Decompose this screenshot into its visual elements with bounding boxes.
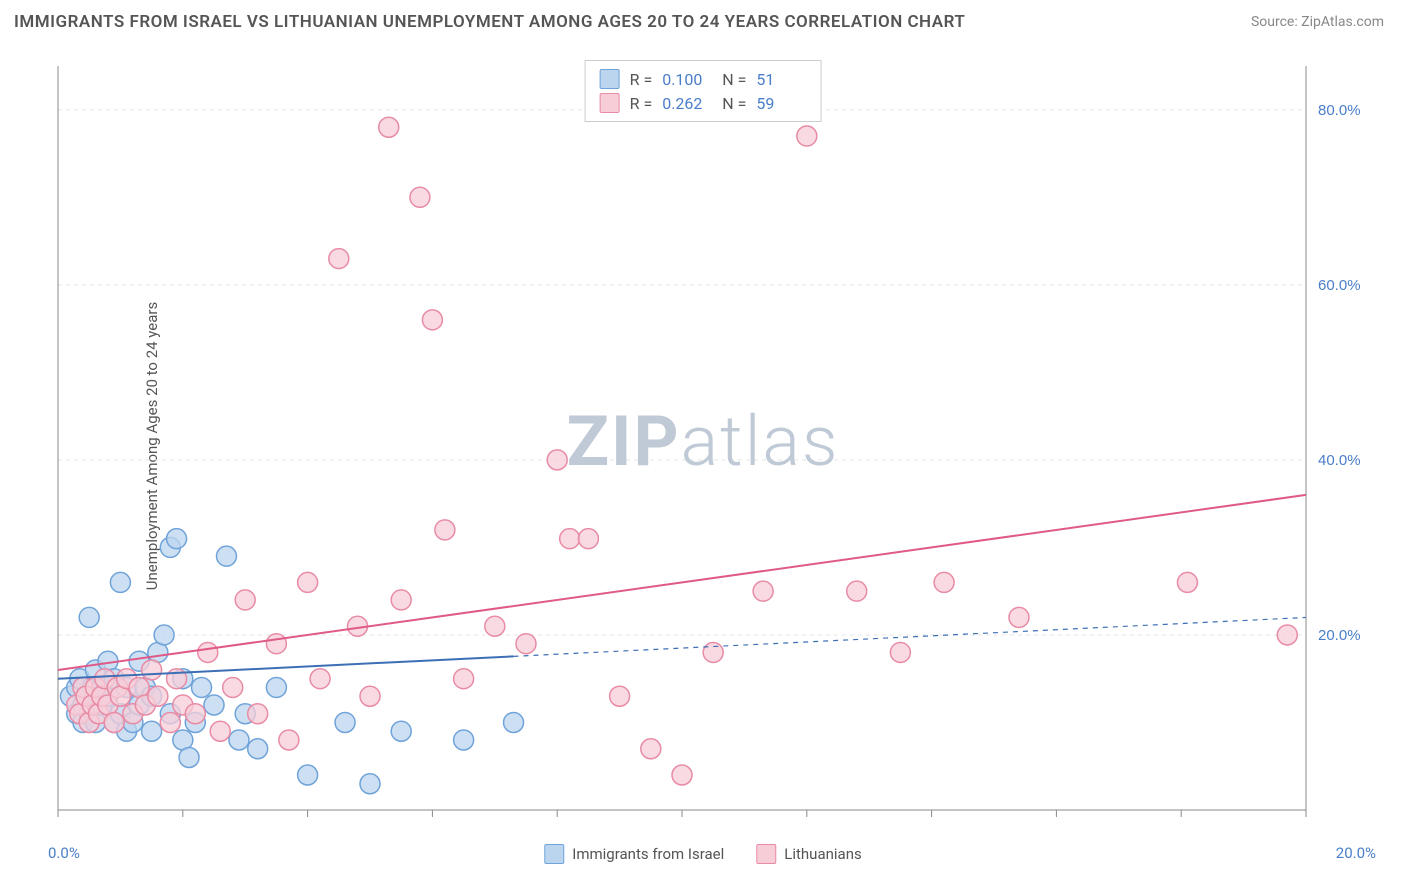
n-label: N = — [722, 94, 746, 113]
legend-swatch-lithuanian — [756, 844, 776, 864]
legend-label: Immigrants from Israel — [572, 845, 724, 863]
x-axis-tick-max: 20.0% — [1336, 844, 1376, 862]
r-value: 0.262 — [662, 94, 712, 113]
legend-item-lithuanian: Lithuanians — [756, 844, 861, 864]
svg-text:40.0%: 40.0% — [1318, 452, 1361, 469]
n-value: 59 — [756, 94, 806, 113]
correlation-stats-box: R = 0.100 N = 51 R = 0.262 N = 59 — [585, 60, 822, 122]
stats-row-lithuanian: R = 0.262 N = 59 — [600, 91, 807, 115]
scatter-plot-svg: 20.0% 40.0% 60.0% 80.0% — [50, 60, 1376, 832]
source-attribution: Source: ZipAtlas.com — [1251, 14, 1384, 30]
n-label: N = — [722, 70, 746, 89]
svg-text:80.0%: 80.0% — [1318, 102, 1361, 119]
x-axis-tick-min: 0.0% — [48, 844, 80, 862]
legend-swatch-israel — [544, 844, 564, 864]
svg-text:20.0%: 20.0% — [1318, 627, 1361, 644]
chart-area: 20.0% 40.0% 60.0% 80.0% — [50, 60, 1376, 832]
bottom-legend: Immigrants from Israel Lithuanians — [544, 844, 861, 864]
legend-label: Lithuanians — [784, 845, 861, 863]
n-value: 51 — [756, 70, 806, 89]
legend-item-israel: Immigrants from Israel — [544, 844, 724, 864]
stats-row-israel: R = 0.100 N = 51 — [600, 67, 807, 91]
swatch-lithuanian — [600, 93, 620, 113]
r-label: R = — [630, 94, 653, 113]
chart-title: IMMIGRANTS FROM ISRAEL VS LITHUANIAN UNE… — [14, 12, 965, 32]
r-value: 0.100 — [662, 70, 712, 89]
svg-text:60.0%: 60.0% — [1318, 277, 1361, 294]
swatch-israel — [600, 69, 620, 89]
r-label: R = — [630, 70, 653, 89]
